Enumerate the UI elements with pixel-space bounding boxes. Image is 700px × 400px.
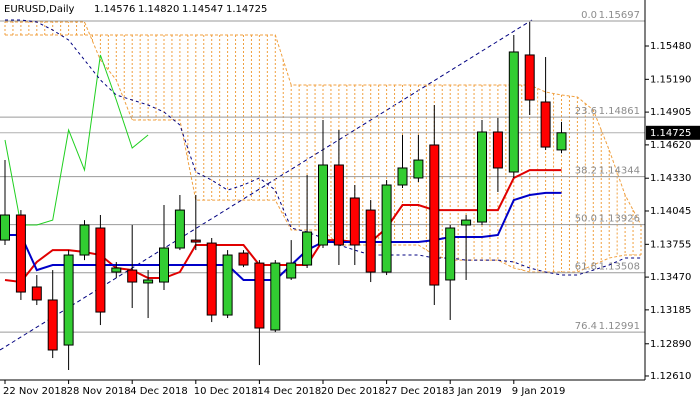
- axis-layer: 1.12610 1.12890 1.13185 1.13470 1.13755 1.140…: [3, 41, 700, 397]
- y-tick-label: 1.14905: [650, 107, 691, 118]
- candle-body: [556, 132, 567, 151]
- candle-body: [31, 286, 42, 301]
- fib-level: 50.0: [575, 214, 597, 225]
- candle-body: [302, 231, 313, 266]
- fib-level: 76.4: [575, 321, 597, 332]
- candle-body: [508, 51, 519, 173]
- candle-body: [79, 224, 90, 256]
- candle-body: [429, 144, 440, 286]
- candle-body: [111, 267, 122, 273]
- header-high: 1.14820: [138, 4, 179, 15]
- x-tick-label: 20 Dec 2018: [321, 386, 385, 397]
- y-tick-label: 1.15190: [650, 74, 691, 85]
- candle-body: [540, 101, 551, 148]
- candle-body: [365, 209, 376, 273]
- x-tick-label: 22 Nov 2018: [3, 386, 67, 397]
- x-tick-label: 14 Dec 2018: [257, 386, 321, 397]
- last-price-label: 1.14725: [650, 128, 691, 139]
- y-tick-label: 1.12890: [650, 339, 691, 350]
- candle-body: [206, 242, 217, 316]
- x-tick-label: 9 Jan 2019: [512, 386, 566, 397]
- candle-body: [143, 279, 154, 284]
- candle-body: [445, 227, 456, 281]
- fib-value: 1.15697: [599, 10, 640, 21]
- candle-body: [461, 219, 472, 226]
- candle-body: [63, 254, 74, 346]
- candle-body: [15, 214, 26, 293]
- candle-body: [174, 209, 185, 249]
- fib-level: 61.8: [575, 262, 597, 273]
- candle-body: [318, 164, 328, 246]
- candle-body: [381, 184, 392, 273]
- candle-body: [270, 262, 281, 331]
- header-close: 1.14725: [226, 4, 267, 15]
- x-tick-label: 28 Nov 2018: [67, 386, 131, 397]
- candle-body: [349, 197, 360, 246]
- indicator-line: [4, 54, 149, 226]
- fib-value: 1.13508: [599, 262, 640, 273]
- y-tick-label: 1.13755: [650, 239, 691, 250]
- header-low: 1.14547: [182, 4, 223, 15]
- fib-value: 1.14861: [599, 106, 640, 117]
- candle-body: [238, 252, 249, 266]
- chart-title: EURUSD,Daily: [4, 4, 75, 15]
- fib-value: 1.12991: [599, 321, 640, 332]
- candle-body: [190, 239, 201, 243]
- candle-body: [222, 254, 233, 316]
- x-tick-label: 27 Dec 2018: [385, 386, 449, 397]
- cloud-upper: [5, 34, 642, 226]
- fib-value: 1.14344: [599, 166, 640, 177]
- x-tick-label: 10 Dec 2018: [194, 386, 258, 397]
- y-tick-label: 1.15480: [650, 41, 691, 52]
- x-tick-label: 4 Dec 2018: [130, 386, 188, 397]
- y-tick-label: 1.14330: [650, 173, 691, 184]
- y-tick-label: 1.14620: [650, 140, 691, 151]
- header-open: 1.14576: [94, 4, 135, 15]
- candle-body: [254, 262, 265, 329]
- y-tick-label: 1.14045: [650, 206, 691, 217]
- y-tick-label: 1.13470: [650, 272, 691, 283]
- x-tick-label: 3 Jan 2019: [448, 386, 502, 397]
- fib-level: 23.6: [575, 106, 597, 117]
- candle-body: [127, 269, 138, 283]
- candle-body: [0, 214, 10, 241]
- candle-body: [397, 167, 408, 186]
- y-tick-label: 1.13185: [650, 305, 691, 316]
- candle-body: [286, 262, 297, 279]
- fib-level: 38.2: [575, 166, 597, 177]
- fib-level: 0.0: [581, 10, 597, 21]
- candle-body: [47, 299, 58, 351]
- candle-body: [477, 131, 487, 223]
- candle-body: [524, 54, 535, 101]
- candle-body: [492, 131, 503, 169]
- candle-body: [413, 159, 424, 179]
- last-price-box: [646, 125, 700, 140]
- cloud-lower: [5, 21, 641, 273]
- fib-trendline: [0, 19, 533, 351]
- candle-body: [95, 227, 106, 313]
- candle-layer: [0, 21, 567, 370]
- y-tick-label: 1.12610: [650, 371, 691, 382]
- fib-value: 1.13926: [599, 214, 640, 225]
- candle-body: [159, 247, 169, 283]
- candle-body: [333, 164, 344, 246]
